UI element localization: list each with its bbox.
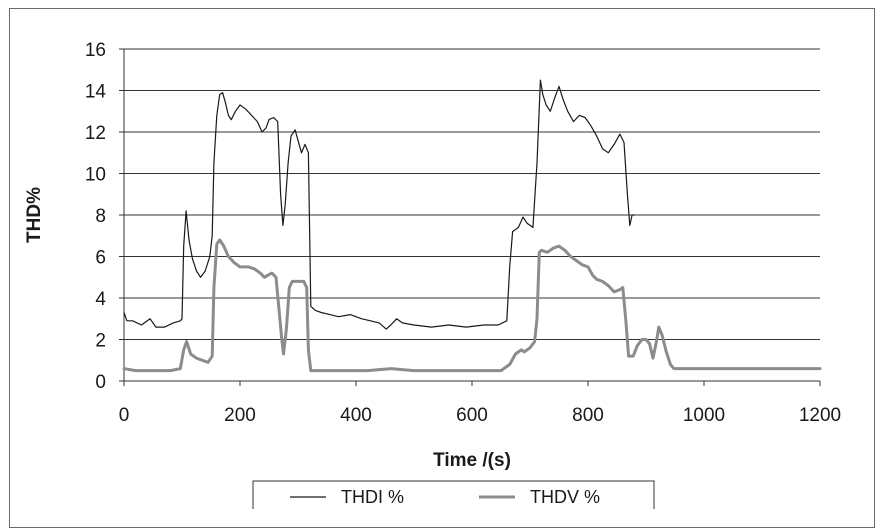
y-tick-label-6: 12 — [85, 123, 106, 144]
x-tick-label-3: 600 — [456, 405, 488, 426]
series-lines — [122, 79, 822, 373]
x-tick-label-2: 400 — [340, 405, 372, 426]
x-tick-label-5: 1000 — [683, 405, 725, 426]
legend-box — [252, 480, 655, 509]
legend-label-thdv: THDV % — [530, 487, 600, 507]
y-tick-label-5: 10 — [85, 165, 106, 186]
y-tick-label-7: 14 — [85, 82, 107, 103]
y-axis-title: THD% — [24, 187, 45, 243]
y-tick-label-0: 0 — [95, 372, 106, 393]
x-tick-labels: 0 200 400 600 800 1000 1200 — [119, 405, 841, 426]
y-tick-label-3: 6 — [95, 248, 106, 269]
y-tick-label-2: 4 — [95, 289, 106, 310]
legend-label-thdi: THDI % — [341, 487, 404, 507]
x-axis-title: Time /(s) — [433, 450, 511, 471]
x-tick-label-1: 200 — [224, 405, 256, 426]
y-tick-label-1: 2 — [95, 331, 106, 352]
y-tick-label-8: 16 — [85, 40, 106, 61]
x-tick-label-0: 0 — [119, 405, 130, 426]
x-tick-label-6: 1200 — [799, 405, 841, 426]
series-line-thdi — [123, 79, 635, 330]
axes — [123, 49, 821, 386]
thd-line-chart: 0 2 4 6 8 10 12 14 16 0 200 400 600 800 1000 1200 THD%… — [24, 40, 841, 509]
y-tick-label-4: 8 — [95, 206, 106, 227]
y-tick-labels: 0 2 4 6 8 10 12 14 16 — [85, 40, 107, 393]
series-line-thdv — [122, 238, 822, 373]
legend: THDI % THDV % — [252, 480, 655, 509]
x-tick-label-4: 800 — [572, 405, 604, 426]
